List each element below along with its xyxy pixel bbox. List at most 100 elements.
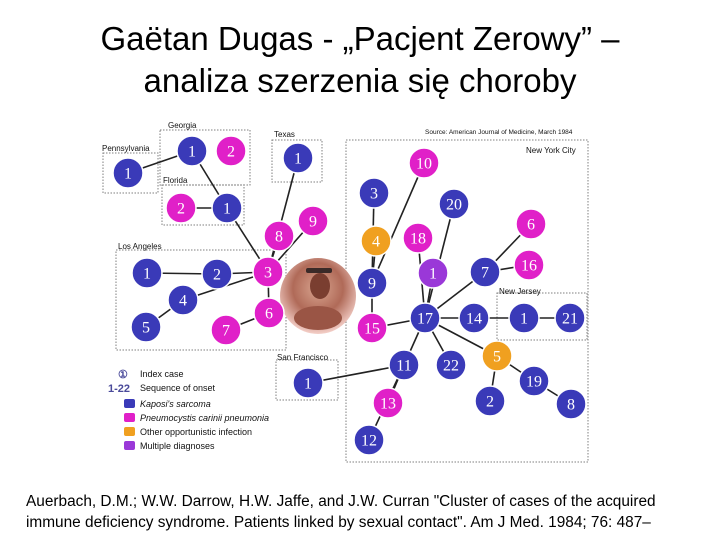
node-nj1: 1 bbox=[508, 302, 540, 334]
node-circle-ny10 bbox=[408, 147, 440, 179]
node-label-ny5: 5 bbox=[493, 349, 501, 366]
legend-index-case-label: Index case bbox=[140, 369, 184, 379]
node-label-tx1: 1 bbox=[294, 151, 302, 168]
region-box-pennsylvania bbox=[102, 152, 159, 194]
node-sf1: 1 bbox=[292, 367, 324, 399]
node-label-ny3: 3 bbox=[370, 186, 378, 203]
node-label-nj21: 21 bbox=[562, 311, 578, 328]
node-label-ny18: 18 bbox=[410, 231, 426, 248]
region-label-new-york: New York City bbox=[526, 146, 576, 155]
node-la2: 2 bbox=[201, 258, 233, 290]
node-ny19: 19 bbox=[518, 365, 550, 397]
node-label-ny9: 9 bbox=[368, 276, 376, 293]
region-label-san-francisco: San Francisco bbox=[277, 353, 329, 362]
node-ny7: 7 bbox=[469, 256, 501, 288]
node-ny10: 10 bbox=[408, 147, 440, 179]
slide-title: Gaëtan Dugas - „Pacjent Zerowy” – analiz… bbox=[0, 18, 720, 102]
legend: ① Index case 1-22 Sequence of onset Kapo… bbox=[108, 369, 269, 451]
node-label-ny20: 20 bbox=[446, 197, 462, 214]
node-ny4: 4 bbox=[360, 225, 392, 257]
node-circle-ny6 bbox=[515, 208, 547, 240]
node-circle-nj14 bbox=[458, 302, 490, 334]
node-fl1: 1 bbox=[211, 192, 243, 224]
node-circle-la1 bbox=[131, 257, 163, 289]
region-box-new-jersey bbox=[496, 292, 588, 341]
node-circle-sf1 bbox=[292, 367, 324, 399]
legend-pneumocystis-label: Pneumocystis carinii pneumonia bbox=[140, 413, 269, 423]
region-label-georgia: Georgia bbox=[168, 121, 197, 130]
index-case-photo bbox=[280, 258, 356, 334]
node-label-ny13: 13 bbox=[380, 396, 396, 413]
node-circle-ny1 bbox=[417, 257, 449, 289]
node-label-ny8: 8 bbox=[567, 397, 575, 414]
node-circle-ga2 bbox=[215, 135, 247, 167]
node-ny8: 8 bbox=[555, 388, 587, 420]
node-label-nj14: 14 bbox=[466, 311, 482, 328]
node-label-ny2: 2 bbox=[486, 394, 494, 411]
region-box-texas bbox=[271, 139, 323, 183]
node-label-la5: 5 bbox=[142, 320, 150, 337]
node-label-ny22: 22 bbox=[443, 358, 459, 375]
node-ny15: 15 bbox=[356, 312, 388, 344]
node-circle-nj21 bbox=[554, 302, 586, 334]
node-label-ny15: 15 bbox=[364, 321, 380, 338]
title-line-1: Gaëtan Dugas - „Pacjent Zerowy” – bbox=[100, 20, 620, 57]
node-label-fl2: 2 bbox=[177, 201, 185, 218]
region-box-florida bbox=[161, 184, 245, 226]
node-label-ny6: 6 bbox=[527, 217, 535, 234]
edge-ny10-ny9 bbox=[371, 162, 425, 284]
node-fl2: 2 bbox=[165, 192, 197, 224]
node-circle-fl1 bbox=[211, 192, 243, 224]
node-nj14: 14 bbox=[458, 302, 490, 334]
node-label-ny19: 19 bbox=[526, 374, 542, 391]
legend-sequence-label: Sequence of onset bbox=[140, 383, 216, 393]
node-circle-ny17 bbox=[409, 302, 441, 334]
node-label-la7: 7 bbox=[222, 323, 230, 340]
legend-kaposi-label: Kaposi's sarcoma bbox=[140, 399, 211, 409]
node-ny5: 5 bbox=[481, 340, 513, 372]
node-label-la8: 8 bbox=[275, 229, 283, 246]
region-label-florida: Florida bbox=[163, 176, 188, 185]
node-la8: 8 bbox=[263, 220, 295, 252]
node-label-pa1: 1 bbox=[124, 166, 132, 183]
node-label-ga1: 1 bbox=[188, 144, 196, 161]
node-ny13: 13 bbox=[372, 387, 404, 419]
source-label: Source: American Journal of Medicine, Ma… bbox=[425, 129, 573, 136]
node-circle-ny19 bbox=[518, 365, 550, 397]
node-ny2: 2 bbox=[474, 385, 506, 417]
node-circle-ny11 bbox=[388, 349, 420, 381]
node-tx1: 1 bbox=[282, 142, 314, 174]
node-ny6: 6 bbox=[515, 208, 547, 240]
node-label-ny1: 1 bbox=[429, 266, 437, 283]
node-la4: 4 bbox=[167, 284, 199, 316]
citation: Auerbach, D.M.; W.W. Darrow, H.W. Jaffe,… bbox=[26, 493, 656, 531]
region-label-new-jersey: New Jersey bbox=[499, 287, 541, 296]
node-circle-ny7 bbox=[469, 256, 501, 288]
node-label-la2: 2 bbox=[213, 267, 221, 284]
node-circle-ny8 bbox=[555, 388, 587, 420]
node-circle-ga1 bbox=[176, 135, 208, 167]
node-label-sf1: 1 bbox=[304, 376, 312, 393]
node-ny16: 16 bbox=[513, 249, 545, 281]
node-circle-ny22 bbox=[435, 349, 467, 381]
node-ny22: 22 bbox=[435, 349, 467, 381]
node-label-la4: 4 bbox=[179, 293, 187, 310]
node-la6: 6 bbox=[253, 297, 285, 329]
node-circle-la9 bbox=[297, 205, 329, 237]
node-la9: 9 bbox=[297, 205, 329, 237]
node-circle-ny18 bbox=[402, 222, 434, 254]
node-ny17: 17 bbox=[409, 302, 441, 334]
node-circle-ny15 bbox=[356, 312, 388, 344]
node-circle-tx1 bbox=[282, 142, 314, 174]
node-ny18: 18 bbox=[402, 222, 434, 254]
title-line-2: analiza szerzenia się choroby bbox=[143, 62, 577, 99]
node-circle-la5 bbox=[130, 311, 162, 343]
node-circle-ny2 bbox=[474, 385, 506, 417]
legend-swatch-kaposi bbox=[124, 399, 135, 408]
node-label-la6: 6 bbox=[265, 306, 273, 323]
node-ny9: 9 bbox=[356, 267, 388, 299]
node-circle-pa1 bbox=[112, 157, 144, 189]
node-label-ga2: 2 bbox=[227, 144, 235, 161]
node-label-fl1: 1 bbox=[223, 201, 231, 218]
